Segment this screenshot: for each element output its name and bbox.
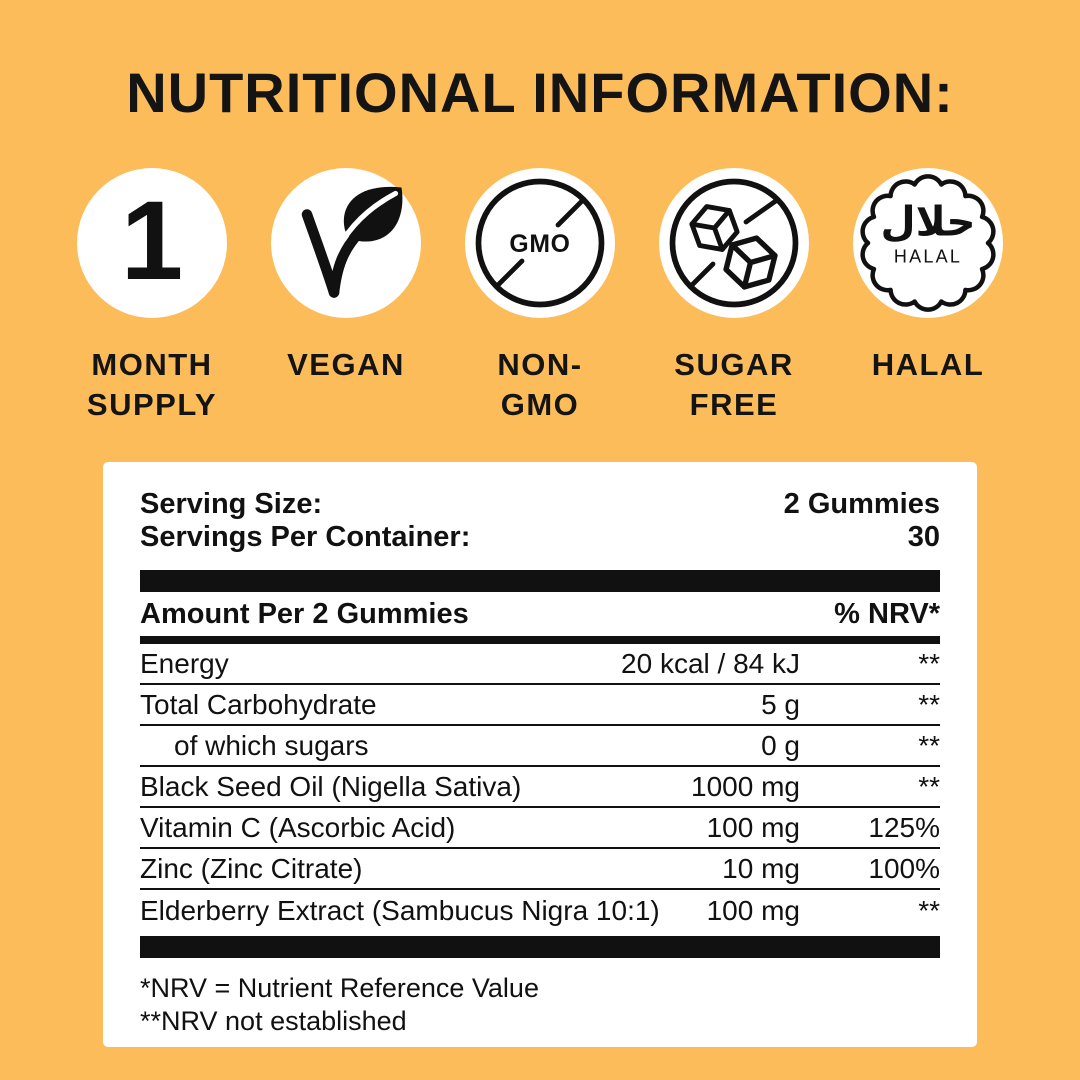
- badge-month-supply-label: MONTH SUPPLY: [87, 345, 217, 425]
- badge-label-line: HALAL: [871, 347, 985, 382]
- page-title: NUTRITIONAL INFORMATION:: [126, 61, 954, 124]
- vegan-leaf-icon: [271, 168, 421, 318]
- nutrition-facts-panel: Serving Size: 2 Gummies Servings Per Con…: [103, 462, 977, 1047]
- nutrient-nrv: 125%: [868, 811, 940, 843]
- nrv-header: % NRV*: [834, 597, 940, 630]
- table-row: Elderberry Extract (Sambucus Nigra 10:1)…: [140, 890, 940, 931]
- nutrient-nrv: **: [918, 894, 940, 926]
- badge-non-gmo-label: NON- GMO: [497, 345, 582, 425]
- badge-sugar-free: SUGAR FREE: [659, 168, 809, 425]
- badge-label-line: GMO: [500, 387, 580, 422]
- nutrient-name: Total Carbohydrate: [140, 688, 377, 720]
- table-row: of which sugars 0 g **: [140, 726, 940, 767]
- nutrient-name: Black Seed Oil (Nigella Sativa): [140, 770, 522, 802]
- number-1-glyph: 1: [120, 178, 184, 303]
- divider-bar-thick-top: [140, 570, 940, 592]
- servings-per-container-label: Servings Per Container:: [140, 521, 471, 553]
- serving-size-row: Serving Size: 2 Gummies: [140, 488, 940, 521]
- table-row: Zinc (Zinc Citrate) 10 mg 100%: [140, 849, 940, 890]
- badge-halal: حلال HALAL HALAL: [853, 168, 1003, 425]
- badge-label-line: FREE: [689, 387, 779, 422]
- serving-size-label: Serving Size:: [140, 488, 323, 520]
- amount-per-header: Amount Per 2 Gummies: [140, 597, 469, 630]
- vegan-leaf-svg: [301, 186, 403, 298]
- badge-label-line: SUGAR: [674, 347, 794, 382]
- divider-bar-thick-bottom: [140, 936, 940, 958]
- nutrient-amount: 1000 mg: [691, 770, 800, 802]
- badge-sugar-free-label: SUGAR FREE: [674, 345, 793, 425]
- nutrient-nrv: **: [918, 647, 940, 679]
- nutrient-amount: 20 kcal / 84 kJ: [621, 647, 800, 679]
- halal-arabic-text: حلال: [880, 198, 975, 246]
- nutrient-nrv: 100%: [868, 852, 940, 884]
- sugar-free-svg: [669, 178, 799, 308]
- nutrient-amount: 10 mg: [722, 852, 800, 884]
- halal-icon-text: HALAL: [894, 247, 962, 267]
- badge-vegan-label: VEGAN: [287, 345, 405, 385]
- nutrient-name: Zinc (Zinc Citrate): [140, 852, 363, 884]
- nutrient-name: of which sugars: [174, 729, 369, 761]
- badge-non-gmo: GMO NON- GMO: [465, 168, 615, 425]
- servings-per-container-value: 30: [907, 521, 940, 553]
- divider-bar-medium: [140, 636, 940, 644]
- nutrient-name: Elderberry Extract (Sambucus Nigra 10:1): [140, 894, 660, 926]
- nutrient-name: Vitamin C (Ascorbic Acid): [140, 811, 456, 843]
- badge-label-line: VEGAN: [287, 347, 405, 382]
- badge-label-line: MONTH: [91, 347, 213, 382]
- footnote-nrv-not-established: **NRV not established: [140, 1006, 407, 1036]
- non-gmo-crossed-circle-icon: GMO: [465, 168, 615, 318]
- table-row: Total Carbohydrate 5 g **: [140, 685, 940, 726]
- badge-label-line: SUPPLY: [86, 387, 218, 422]
- badge-halal-label: HALAL: [872, 345, 985, 385]
- footnote-nrv-definition: *NRV = Nutrient Reference Value: [140, 973, 539, 1003]
- servings-per-container-row: Servings Per Container: 30: [140, 521, 940, 554]
- nutrient-amount: 5 g: [761, 688, 800, 720]
- table-row: Vitamin C (Ascorbic Acid) 100 mg 125%: [140, 808, 940, 849]
- halal-seal-svg: حلال HALAL: [860, 174, 996, 312]
- nutrient-nrv: **: [918, 729, 940, 761]
- feature-badges-row: 1 MONTH SUPPLY VEGAN: [77, 168, 1003, 425]
- halal-seal-icon: حلال HALAL: [853, 168, 1003, 318]
- gmo-icon-text: GMO: [509, 231, 570, 258]
- nutrient-amount: 100 mg: [706, 894, 800, 926]
- nutrient-nrv: **: [918, 688, 940, 720]
- nutrient-name: Energy: [140, 647, 229, 679]
- table-header-row: Amount Per 2 Gummies % NRV*: [140, 592, 940, 636]
- badge-label-line: NON-: [497, 347, 583, 382]
- badge-vegan: VEGAN: [271, 168, 421, 425]
- badge-month-supply: 1 MONTH SUPPLY: [77, 168, 227, 425]
- number-1-icon: 1: [77, 168, 227, 318]
- sugar-cubes-crossed-circle-icon: [659, 168, 809, 318]
- table-row: Energy 20 kcal / 84 kJ **: [140, 644, 940, 685]
- non-gmo-svg: GMO: [475, 178, 605, 308]
- serving-size-value: 2 Gummies: [783, 488, 940, 520]
- nutrient-nrv: **: [918, 770, 940, 802]
- nutrient-amount: 100 mg: [706, 811, 800, 843]
- table-row: Black Seed Oil (Nigella Sativa) 1000 mg …: [140, 767, 940, 808]
- nutrient-amount: 0 g: [761, 729, 800, 761]
